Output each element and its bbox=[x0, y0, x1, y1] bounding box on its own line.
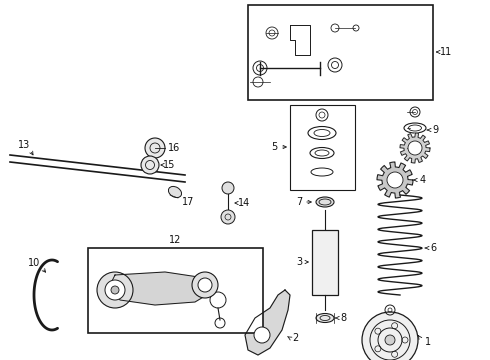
Circle shape bbox=[221, 210, 235, 224]
Polygon shape bbox=[110, 272, 215, 305]
Polygon shape bbox=[377, 162, 413, 198]
Bar bbox=[312, 230, 338, 295]
Text: 6: 6 bbox=[430, 243, 436, 253]
Bar bbox=[290, 105, 355, 190]
Bar bbox=[88, 248, 263, 333]
Text: 3: 3 bbox=[296, 257, 302, 267]
Text: 2: 2 bbox=[292, 333, 298, 343]
Circle shape bbox=[192, 272, 218, 298]
Ellipse shape bbox=[316, 314, 334, 323]
Text: 17: 17 bbox=[182, 197, 195, 207]
Circle shape bbox=[254, 327, 270, 343]
Text: 16: 16 bbox=[168, 143, 180, 153]
Ellipse shape bbox=[169, 186, 182, 198]
Text: 13: 13 bbox=[18, 140, 30, 150]
Text: 11: 11 bbox=[440, 47, 452, 57]
Bar bbox=[248, 5, 433, 100]
Text: 1: 1 bbox=[425, 337, 431, 347]
Text: 5: 5 bbox=[271, 142, 277, 152]
Circle shape bbox=[141, 156, 159, 174]
Text: 14: 14 bbox=[238, 198, 250, 208]
Circle shape bbox=[97, 272, 133, 308]
Circle shape bbox=[198, 278, 212, 292]
Circle shape bbox=[387, 172, 403, 188]
Circle shape bbox=[105, 280, 125, 300]
Text: 7: 7 bbox=[296, 197, 302, 207]
Ellipse shape bbox=[316, 197, 334, 207]
Circle shape bbox=[385, 335, 395, 345]
Circle shape bbox=[111, 286, 119, 294]
Circle shape bbox=[222, 182, 234, 194]
Text: 15: 15 bbox=[163, 160, 175, 170]
Text: 8: 8 bbox=[340, 313, 346, 323]
Text: 10: 10 bbox=[28, 258, 40, 268]
Text: 4: 4 bbox=[420, 175, 426, 185]
Circle shape bbox=[145, 138, 165, 158]
Text: 12: 12 bbox=[169, 235, 181, 245]
Polygon shape bbox=[400, 133, 430, 163]
Circle shape bbox=[408, 141, 422, 155]
Polygon shape bbox=[245, 290, 290, 355]
Circle shape bbox=[362, 312, 418, 360]
Text: 9: 9 bbox=[432, 125, 438, 135]
